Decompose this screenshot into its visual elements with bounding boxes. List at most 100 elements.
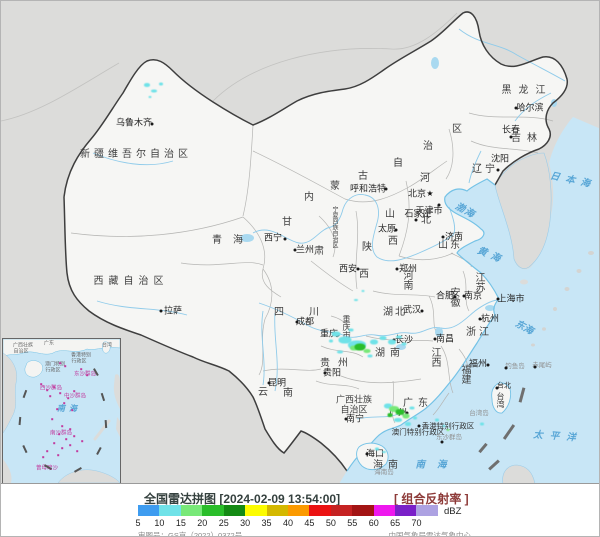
hainan-island (356, 442, 389, 471)
island-marker (63, 402, 65, 404)
scale-value: 5 (135, 518, 141, 528)
nine-dash-line-segment (22, 389, 28, 399)
map-label-itiny: 香港特别 (70, 352, 92, 359)
colorbar-swatch-45 (309, 505, 331, 516)
foreign-borders (1, 12, 458, 122)
national-border (63, 11, 569, 472)
scale-value: 30 (240, 518, 251, 528)
island-marker (53, 386, 55, 388)
colorbar-swatch-35 (266, 505, 288, 516)
ryukyu-islands (531, 251, 594, 347)
island-marker (56, 408, 58, 410)
south-china-sea-inset: 广西壮族 自治区 广东 香港特别 行政区 澳门特别 行政区 台湾 东沙群岛 西沙群岛 中沙群岛 南海南… (2, 338, 121, 484)
map-label-itiny: 广西壮族 (12, 342, 34, 349)
korea (494, 152, 552, 269)
map-label-ipink: 中沙群岛 (63, 393, 87, 400)
reflectivity-colorbar (138, 505, 438, 516)
unit-label: dBZ (444, 506, 462, 517)
map-label-itiny: 广东 (43, 340, 55, 347)
island-marker (46, 389, 48, 391)
island-marker (49, 395, 51, 397)
island-marker (86, 374, 88, 376)
product-label: [ 组合反射率 ] (394, 492, 469, 506)
island-marker (51, 418, 53, 420)
scale-value: 55 (347, 518, 358, 528)
island-marker (81, 440, 83, 442)
colorbar-swatch-40 (287, 505, 310, 516)
legend-panel: 全国雷达拼图 [2024-02-09 13:54:00] [ 组合反射率 ] d… (1, 483, 599, 537)
island-marker (73, 390, 75, 392)
island-marker (61, 447, 63, 449)
nine-dash-line-segment (22, 444, 28, 454)
map-label-ipink: 东沙群岛 (73, 371, 97, 378)
nine-dash-line-segment (96, 446, 102, 456)
map-label-isea: 南海 (57, 404, 81, 413)
island-marker (76, 450, 78, 452)
scale-value: 45 (304, 518, 315, 528)
scale-value: 35 (261, 518, 272, 528)
map-label-itiny: 澳门特别 (44, 361, 66, 368)
nine-dash-line-segment (18, 416, 22, 426)
island-marker (59, 362, 61, 364)
island-marker (42, 456, 44, 458)
map-label-itiny: 行政区 (45, 367, 61, 374)
island-marker (65, 438, 67, 440)
colorbar-swatch-70 (416, 505, 438, 516)
colorbar-swatch-15 (180, 505, 203, 516)
scale-value: 20 (197, 518, 208, 528)
luzon (502, 464, 536, 483)
colorbar-swatch-25 (223, 505, 246, 516)
china-radar-map: 黑龙江 吉林 辽宁内蒙古自治区河北山西山东 河南 江苏 安徽 浙江 湖北 湖南 江西 福建 广东 广西壮… (1, 1, 599, 484)
map-license-number: 审图号：GS京（2022）0372号 (138, 531, 243, 537)
colorbar-swatch-65 (395, 505, 417, 516)
island-marker (69, 444, 71, 446)
scale-value: 25 (218, 518, 229, 528)
scale-value: 70 (411, 518, 422, 528)
mosaic-title: 全国雷达拼图 [2024-02-09 13:54:00] (144, 492, 341, 506)
nine-dash-line-segment (100, 392, 106, 402)
colorbar-swatch-10 (159, 505, 181, 516)
island-marker (64, 365, 66, 367)
colorbar-swatch-55 (352, 505, 374, 516)
scale-value: 50 (325, 518, 336, 528)
taiwan-island (491, 382, 512, 414)
island-marker (80, 368, 82, 370)
island-marker (40, 383, 42, 385)
island-marker (53, 442, 55, 444)
jeju-island (520, 279, 528, 285)
map-label-ipink: 南沙群岛 (49, 430, 73, 437)
map-label-itiny: 自治区 (13, 348, 29, 355)
island-marker (73, 435, 75, 437)
island-marker (58, 433, 60, 435)
island-marker (71, 409, 73, 411)
map-label-itiny: 行政区 (71, 358, 87, 365)
scale-value: 10 (154, 518, 165, 528)
nine-dash-line-segment (104, 419, 108, 429)
inset-base (3, 339, 120, 483)
scale-value: 15 (175, 518, 186, 528)
map-label-itiny: 台湾 (101, 342, 113, 349)
colorbar-swatch-5 (138, 505, 160, 516)
island-marker (69, 428, 71, 430)
island-marker (61, 425, 63, 427)
rivers (92, 28, 566, 420)
island-marker (59, 392, 61, 394)
nine-dash-line-segment (73, 467, 83, 473)
inset-labels: 广西壮族 自治区 广东 香港特别 行政区 澳门特别 行政区 台湾 东沙群岛 西沙群岛 中沙群岛 南海南… (3, 339, 120, 483)
island-marker (57, 454, 59, 456)
sea (339, 117, 599, 483)
colorbar-swatch-60 (373, 505, 396, 516)
province-borders (70, 112, 554, 424)
colorbar-swatch-20 (202, 505, 224, 516)
map-label-ipink: 西沙群岛 (39, 385, 63, 392)
colorbar-swatch-30 (245, 505, 267, 516)
scale-value: 40 (282, 518, 294, 528)
scale-values: 5 10 15 20 25 30 35 40 45 50 55 60 65 70 (1, 518, 599, 528)
china-mainland (64, 11, 568, 471)
credit-label: 中国气象局雷达气象中心 (388, 531, 472, 537)
scale-value: 65 (390, 518, 401, 528)
island-marker (67, 397, 69, 399)
colorbar-swatch-50 (330, 505, 353, 516)
scale-value: 60 (368, 518, 379, 528)
